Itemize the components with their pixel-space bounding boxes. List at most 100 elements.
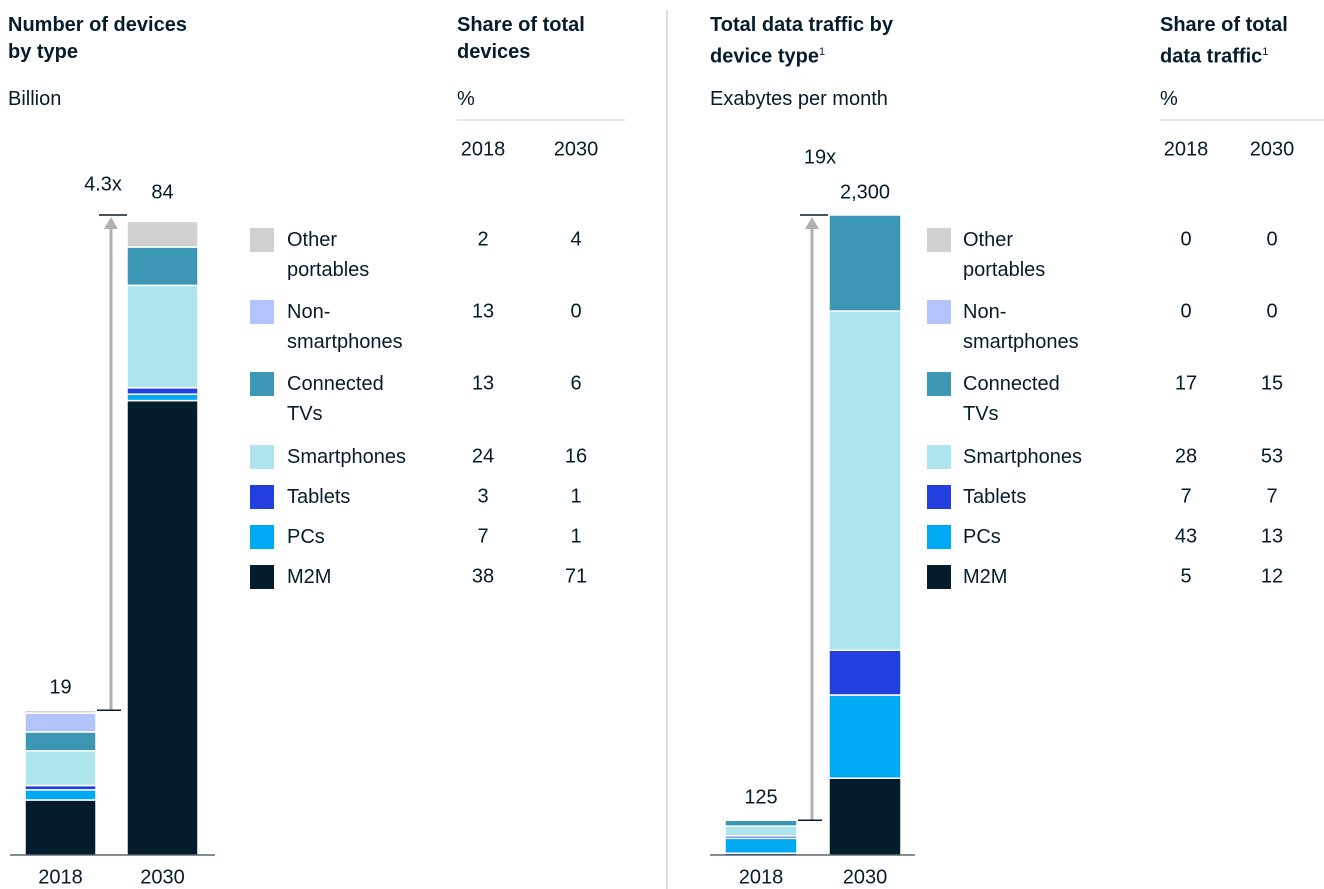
bar-segment (24, 789, 97, 801)
legend-label: Connected TVs (963, 373, 1060, 425)
share-value: 1 (570, 525, 581, 547)
share-value: 5 (1180, 565, 1191, 587)
legend-label: Other portables (287, 229, 370, 281)
bar-segment (828, 777, 902, 856)
share-value: 38 (472, 565, 494, 587)
share-value: 13 (1261, 525, 1283, 547)
table-year: 2030 (1250, 138, 1295, 160)
bar-segment (126, 284, 199, 389)
bar-segment (126, 246, 199, 287)
legend-swatch (250, 525, 274, 549)
footnote-mark: 1 (1262, 46, 1269, 58)
share-value: 17 (1175, 372, 1197, 394)
share-value: 0 (1180, 228, 1191, 250)
legend-swatch (927, 525, 951, 549)
legend-swatch (250, 445, 274, 469)
share-value: 71 (565, 565, 587, 587)
bar-segment (24, 712, 97, 733)
growth-label: 19x (804, 146, 836, 168)
bar-segment (126, 387, 199, 395)
table-unit: % (457, 88, 475, 110)
legend-swatch (927, 228, 951, 252)
share-value: 2 (477, 228, 488, 250)
bar-segment (24, 709, 97, 714)
legend-swatch (927, 485, 951, 509)
legend-label: M2M (287, 566, 332, 588)
arrow-head (805, 217, 819, 229)
bar-segment (24, 731, 97, 752)
legend-label: Connected TVs (287, 373, 384, 425)
share-value: 0 (570, 300, 581, 322)
legend-swatch (927, 445, 951, 469)
bar-segment (126, 220, 199, 248)
legend-swatch (250, 300, 274, 324)
bar-segment (126, 399, 199, 856)
chart-title: Number of devices by type (8, 12, 203, 66)
share-value: 7 (1266, 485, 1277, 507)
bar-segment (828, 649, 902, 696)
growth-label: 4.3x (84, 173, 122, 195)
bar-segment (828, 214, 902, 312)
table-unit: % (1160, 88, 1178, 110)
footnote-mark: 1 (818, 46, 826, 58)
share-value: 0 (1180, 300, 1191, 322)
table-title: Share of total devices (457, 12, 627, 66)
share-value: 7 (1180, 485, 1191, 507)
table-title: Share of total data traffic1 (1160, 12, 1324, 71)
bar-segment (24, 750, 97, 787)
chart-title-text: Number of devices by type (8, 14, 187, 63)
legend-swatch (250, 485, 274, 509)
bar-segment (724, 825, 798, 837)
x-tick-label: 2018 (38, 866, 83, 888)
legend-swatch (250, 372, 274, 396)
legend-swatch (927, 372, 951, 396)
share-value: 53 (1261, 445, 1283, 467)
share-value: 4 (570, 228, 581, 250)
legend-label: Non-smartphones (963, 301, 1079, 353)
legend-swatch (927, 565, 951, 589)
share-value: 28 (1175, 445, 1197, 467)
bar-segment (828, 694, 902, 779)
total-label: 19 (49, 677, 71, 699)
legend-label: M2M (963, 566, 1008, 588)
share-value: 0 (1266, 300, 1277, 322)
share-value: 15 (1261, 372, 1283, 394)
subtitle: Billion (8, 88, 62, 110)
bar-segment (126, 393, 199, 402)
legend-label: Tablets (963, 486, 1027, 508)
legend-label: Non-smartphones (287, 301, 403, 353)
total-label: 84 (151, 181, 173, 203)
legend-label: Smartphones (287, 446, 406, 468)
x-tick-label: 2030 (140, 866, 185, 888)
total-label: 2,300 (840, 181, 890, 203)
share-value: 24 (472, 445, 494, 467)
legend-swatch (250, 565, 274, 589)
bar-segment (24, 799, 97, 856)
share-value: 43 (1175, 525, 1197, 547)
x-tick-label: 2030 (843, 866, 888, 888)
share-value: 16 (565, 445, 587, 467)
total-label: 125 (744, 786, 777, 808)
share-value: 12 (1261, 565, 1283, 587)
arrow-head (104, 217, 118, 229)
table-year: 2018 (1164, 138, 1209, 160)
chart-title-text: Total data traffic by device type (710, 14, 893, 68)
share-value: 3 (477, 485, 488, 507)
table-year: 2030 (554, 138, 599, 160)
table-title-text: Share of total devices (457, 14, 585, 63)
legend-label: PCs (963, 526, 1001, 548)
legend-label: PCs (287, 526, 325, 548)
share-value: 0 (1266, 228, 1277, 250)
share-value: 7 (477, 525, 488, 547)
subtitle: Exabytes per month (710, 88, 888, 110)
legend-label: Other portables (963, 229, 1046, 281)
x-tick-label: 2018 (739, 866, 784, 888)
share-value: 13 (472, 372, 494, 394)
share-value: 13 (472, 300, 494, 322)
share-value: 6 (570, 372, 581, 394)
legend-label: Tablets (287, 486, 351, 508)
legend-label: Smartphones (963, 446, 1082, 468)
legend-swatch (250, 228, 274, 252)
